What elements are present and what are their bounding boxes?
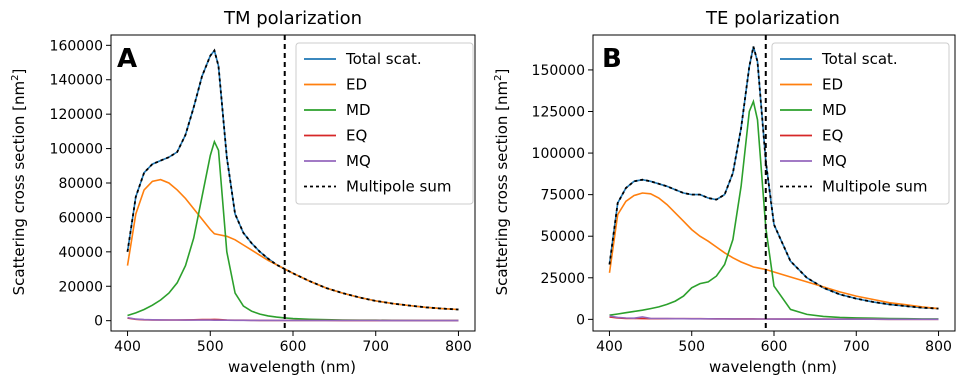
y-tick-label: 140000 (50, 73, 103, 89)
legend-label-md: MD (346, 101, 371, 119)
legend-box (771, 42, 950, 205)
y-axis-label: Scattering cross section [nm2] (10, 69, 28, 296)
plot-area: 400 500 600 700 800 0 20000 40000 60000 80000 1000… (50, 34, 476, 355)
y-tick-label: 100000 (50, 142, 103, 158)
series-line-sum (608, 46, 939, 310)
y-tick-label: 25000 (540, 271, 585, 287)
series-line-mq (609, 315, 939, 321)
x-tick-label: 600 (761, 339, 788, 355)
legend-label-total: Total scat. (345, 50, 422, 68)
y-tick-label: 0 (94, 314, 103, 330)
panel-label-b: B (602, 44, 622, 74)
x-tick-label: 400 (596, 339, 623, 355)
x-tick-label: 600 (280, 339, 307, 355)
legend-label-mq: MQ (346, 152, 371, 170)
x-tick-label: 500 (678, 339, 705, 355)
y-tick-label: 75000 (540, 188, 585, 204)
y-tick-label: 0 (576, 312, 585, 328)
x-tick-label: 700 (362, 339, 389, 355)
y-tick-label: 125000 (532, 104, 585, 120)
legend-label-sum: Multipole sum (346, 178, 451, 196)
panel-tm: TM polarization Scattering cross section… (10, 8, 476, 376)
legend-box (295, 42, 474, 205)
y-tick-label: 120000 (50, 107, 103, 123)
panel-te: TE polarization Scattering cross section… (493, 8, 956, 376)
legend-label-eq: EQ (346, 127, 367, 145)
x-tick-label: 500 (197, 339, 224, 355)
legend-label-ed: ED (346, 76, 367, 94)
x-axis-label: wavelength (nm) (228, 358, 356, 376)
legend-label-eq: EQ (822, 127, 843, 145)
y-tick-label: 100000 (532, 146, 585, 162)
y-axis-label: Scattering cross section [nm2] (493, 69, 511, 296)
y-tick-label: 20000 (58, 279, 103, 295)
chart-title: TM polarization (223, 8, 362, 29)
legend: Total scat. ED MD EQ MQ Multipole sum (771, 42, 950, 205)
series-line-mq (127, 316, 459, 322)
y-tick-label: 40000 (58, 245, 103, 261)
y-tick-label: 50000 (540, 229, 585, 245)
x-tick-label: 400 (114, 339, 141, 355)
legend-label-mq: MQ (822, 152, 847, 170)
y-tick-label: 80000 (58, 176, 103, 192)
x-tick-label: 800 (925, 339, 952, 355)
legend-label-total: Total scat. (821, 50, 898, 68)
series-line-sum (126, 48, 459, 311)
chart-title: TE polarization (705, 8, 840, 29)
panel-label-a: A (117, 44, 137, 74)
y-tick-label: 160000 (50, 38, 103, 54)
x-axis-label: wavelength (nm) (709, 358, 837, 376)
legend-label-md: MD (822, 101, 847, 119)
series-line-ed (608, 192, 939, 310)
legend-label-ed: ED (822, 76, 843, 94)
y-tick-label: 150000 (532, 63, 585, 79)
x-tick-label: 700 (843, 339, 870, 355)
legend-label-sum: Multipole sum (822, 178, 927, 196)
series-line-md (609, 98, 939, 320)
x-tick-label: 800 (445, 339, 472, 355)
legend: Total scat. ED MD EQ MQ Multipole sum (295, 42, 474, 205)
y-tick-label: 60000 (58, 210, 103, 226)
plot-area: 400 500 600 700 800 0 25000 50000 75000 100000 125… (532, 34, 956, 355)
